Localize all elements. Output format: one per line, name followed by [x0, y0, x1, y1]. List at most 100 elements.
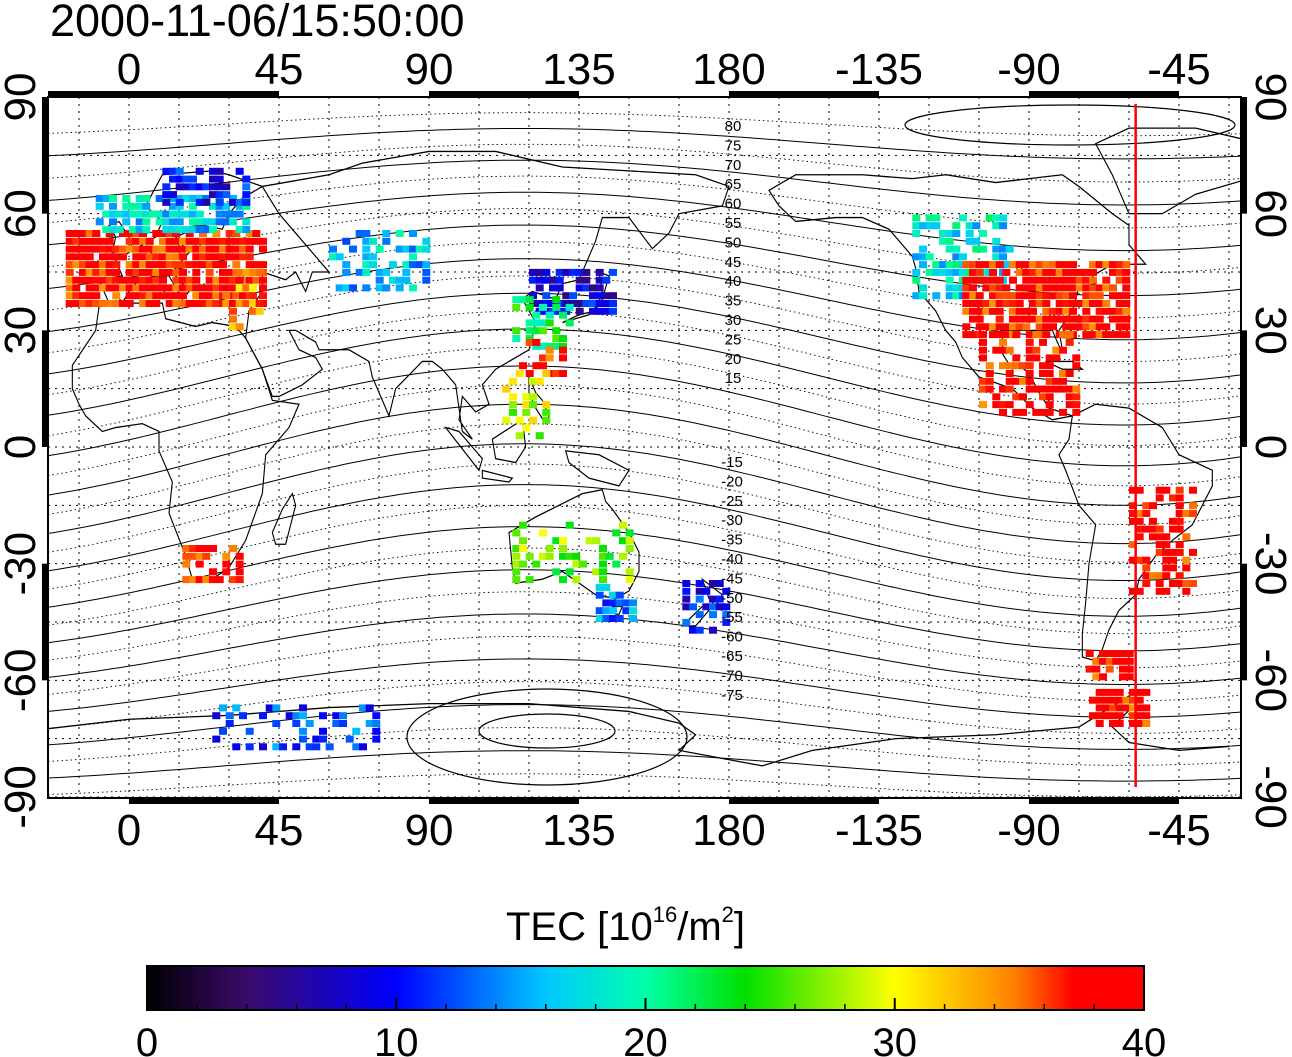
tec-cell	[1012, 377, 1021, 385]
tec-cell	[122, 195, 131, 202]
tec-cell	[205, 300, 214, 307]
magnetic-contour	[48, 175, 1241, 229]
tec-cell	[1095, 331, 1104, 339]
tec-cell	[342, 268, 351, 276]
tec-cell	[559, 346, 567, 354]
tec-cell	[175, 175, 184, 183]
tec-cell	[722, 611, 731, 619]
tec-cell	[422, 261, 431, 269]
tec-cell	[1089, 292, 1097, 300]
tec-cell	[612, 560, 621, 568]
tec-cell	[1032, 331, 1041, 339]
magnetic-contour	[48, 346, 1241, 446]
tec-cell	[1125, 657, 1134, 665]
tec-cell	[112, 284, 121, 292]
tec-cell	[1129, 556, 1137, 564]
left-latitude-axis: 90 60 30 0 -30 -60 -90	[0, 73, 45, 829]
tec-cell	[1102, 307, 1111, 315]
tec-cell	[1129, 510, 1137, 517]
tec-cell	[159, 230, 167, 237]
tec-cell	[542, 276, 551, 284]
tec-cell	[1069, 323, 1077, 331]
tec-cell	[1032, 346, 1041, 354]
tec-cell	[105, 261, 114, 269]
tec-cell	[65, 268, 74, 276]
tec-cell	[919, 292, 927, 300]
tec-cell	[1122, 268, 1131, 276]
tec-cell	[1189, 548, 1197, 556]
tec-cell	[1115, 688, 1124, 696]
tec-cell	[212, 300, 221, 307]
tec-cell	[125, 261, 134, 269]
tec-cell	[1089, 284, 1097, 292]
tec-cell	[1002, 331, 1011, 339]
tec-cell	[625, 568, 634, 576]
tec-cell	[1135, 533, 1144, 541]
tec-cell	[192, 284, 201, 292]
tec-cell	[229, 576, 237, 584]
tec-cell	[1246, 246, 1254, 253]
tec-cell	[969, 284, 977, 292]
tec-cell	[1045, 354, 1054, 362]
magnetic-label-north: 40	[725, 273, 742, 290]
magnetic-contour	[48, 681, 1241, 734]
tec-cell	[229, 210, 237, 218]
tec-cell	[422, 268, 431, 276]
tec-cell	[169, 191, 177, 199]
tec-cell	[169, 175, 177, 183]
tec-cell	[1092, 657, 1101, 665]
tec-cell	[1049, 292, 1057, 300]
south-pole-contour	[478, 713, 616, 749]
tec-cell	[1115, 268, 1124, 276]
tec-cell	[139, 284, 147, 292]
tec-cell	[205, 276, 214, 284]
tec-cell	[565, 303, 574, 311]
tec-cell	[272, 743, 281, 751]
tec-cell	[172, 268, 181, 276]
tec-cell	[352, 743, 361, 751]
tec-cell	[132, 237, 141, 245]
tec-cell	[925, 222, 934, 230]
tec-cell	[325, 743, 334, 751]
tec-cell	[512, 335, 521, 342]
tec-cell	[569, 292, 577, 300]
tec-cell	[992, 393, 1001, 401]
tec-cell	[172, 253, 181, 261]
tec-cell	[1259, 277, 1267, 284]
lon-tick-label: -45	[1147, 45, 1211, 94]
tec-cell	[112, 253, 121, 261]
tec-cell	[1042, 284, 1051, 292]
tec-cell	[245, 261, 254, 269]
tec-cell	[189, 175, 197, 183]
tec-cell	[182, 210, 191, 218]
tec-cell	[1002, 292, 1011, 300]
tec-cell	[159, 276, 167, 284]
tec-cell	[229, 315, 237, 323]
tec-cell	[409, 245, 417, 253]
tec-cell	[1115, 331, 1124, 339]
tec-cell	[235, 210, 244, 218]
tec-cell	[1072, 393, 1081, 401]
tec-cell	[112, 300, 121, 307]
tec-cell	[195, 167, 204, 175]
tec-cell	[175, 210, 184, 218]
tec-cell	[1102, 331, 1111, 339]
tec-cell	[1069, 284, 1077, 292]
tec-cell	[969, 331, 977, 339]
tec-cell	[279, 743, 287, 751]
tec-cell	[629, 599, 637, 607]
tec-cell	[222, 218, 231, 226]
frame-bar-bottom	[129, 798, 279, 804]
tec-cell	[169, 226, 177, 234]
tec-cell	[989, 300, 997, 307]
colorbar-title-exp1: 16	[652, 902, 678, 927]
tec-cell	[162, 191, 171, 199]
tec-cell	[1045, 408, 1054, 416]
tec-cell	[912, 268, 921, 276]
tec-cell	[932, 268, 941, 276]
tec-cell	[235, 276, 244, 284]
tec-cell	[162, 198, 171, 206]
tec-cell	[979, 245, 987, 253]
tec-cell	[1089, 300, 1097, 307]
colorbar-title: TEC [1016/m2]	[506, 904, 745, 950]
